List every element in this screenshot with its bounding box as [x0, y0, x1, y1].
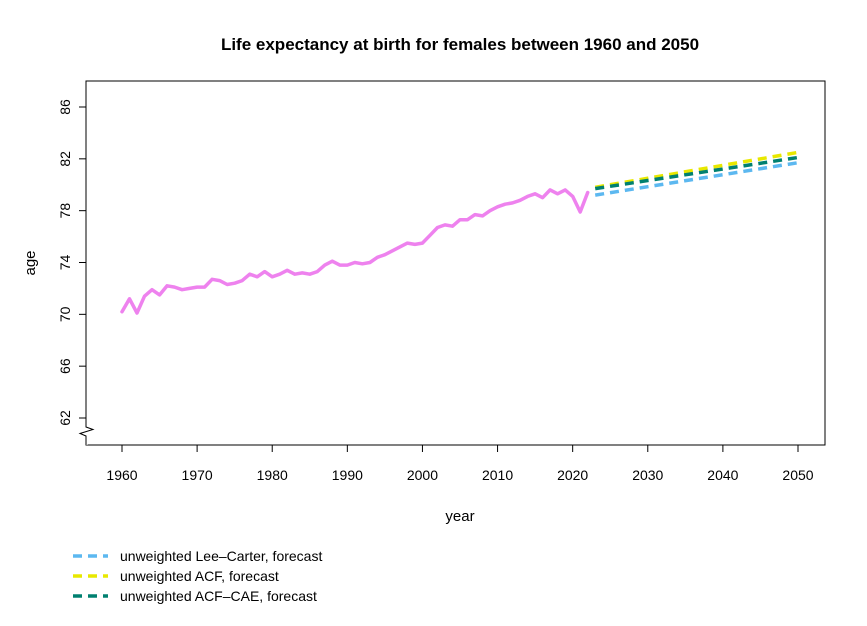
- y-tick-label: 66: [57, 358, 73, 374]
- forecast-line-2: [594, 150, 799, 190]
- plot-box: [85, 80, 826, 446]
- forecast-line-3: [594, 155, 799, 191]
- y-tick-label: 82: [57, 151, 73, 167]
- observed-line: [120, 188, 590, 315]
- y-axis-label: age: [22, 250, 39, 275]
- y-tick-label: 62: [57, 410, 73, 426]
- y-axis: 62 66 70 74 78 82 86: [57, 99, 86, 426]
- x-tick-label: 1980: [257, 467, 288, 483]
- legend: unweighted Lee–Carter, forecast unweighte…: [73, 548, 322, 604]
- legend-label: unweighted ACF–CAE, forecast: [120, 588, 317, 604]
- x-tick-label: 1990: [332, 467, 363, 483]
- legend-label: unweighted ACF, forecast: [120, 568, 279, 584]
- y-axis-break-marker: [78, 425, 95, 445]
- x-axis: 1960 1970 1980 1990 2000 2010 2020 2030 2040 2050: [106, 445, 814, 483]
- x-tick-label: 2010: [482, 467, 513, 483]
- x-tick-label: 2050: [782, 467, 813, 483]
- x-tick-label: 1970: [182, 467, 213, 483]
- x-tick-label: 2020: [557, 467, 588, 483]
- plot-lines: [120, 150, 799, 315]
- y-tick-label: 86: [57, 99, 73, 115]
- x-tick-label: 2040: [707, 467, 738, 483]
- x-axis-label: year: [445, 508, 474, 525]
- y-tick-label: 70: [57, 306, 73, 322]
- y-tick-label: 74: [57, 255, 73, 271]
- chart-title: Life expectancy at birth for females bet…: [221, 35, 699, 54]
- x-tick-label: 2000: [407, 467, 438, 483]
- forecast-line-1: [594, 160, 799, 197]
- y-tick-label: 78: [57, 203, 73, 219]
- x-tick-label: 2030: [632, 467, 663, 483]
- legend-label: unweighted Lee–Carter, forecast: [120, 548, 322, 564]
- x-tick-label: 1960: [106, 467, 137, 483]
